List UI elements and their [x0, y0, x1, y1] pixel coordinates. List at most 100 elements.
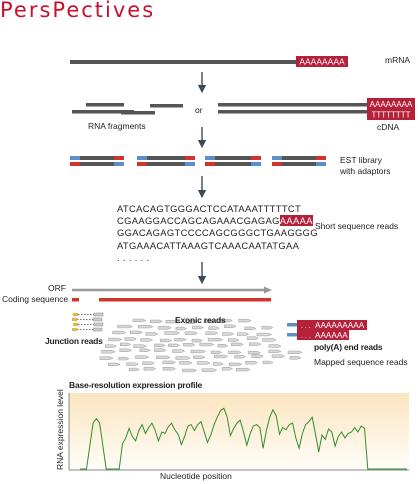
polya-end-read-2-prefix: . . .	[301, 333, 311, 340]
est-fragment-4	[272, 156, 326, 166]
seq-line-2-polya: AAAAA	[279, 215, 313, 227]
exonic-read	[126, 362, 140, 366]
exonic-read	[192, 325, 205, 330]
seq-line-4: ATGAAACATTAAAGTCAAACAATATGAA	[117, 239, 300, 251]
orf-arrowhead	[264, 286, 272, 294]
exonic-read	[165, 319, 181, 324]
cdna-duplex: AAAAAAAA TTTTTTTT	[218, 98, 415, 120]
mrna-polya-text: AAAAAAAA	[299, 57, 345, 67]
exonic-read	[248, 342, 262, 346]
exonic-read	[228, 362, 243, 367]
exonic-reads-label: Exonic reads	[175, 315, 226, 325]
exonic-read	[228, 350, 242, 355]
exonic-read	[193, 355, 206, 359]
exonic-read	[159, 338, 173, 343]
exonic-read	[236, 367, 251, 372]
exonic-read	[184, 331, 199, 335]
exonic-read	[247, 336, 260, 340]
est-fragment-3	[205, 156, 261, 166]
exonic-read	[183, 343, 196, 347]
exonic-read	[104, 344, 117, 348]
exonic-read	[124, 337, 137, 341]
exonic-read	[179, 361, 193, 365]
exonic-read	[217, 344, 229, 348]
exonic-read	[117, 324, 134, 329]
exonic-read	[154, 348, 167, 352]
exonic-read	[262, 338, 277, 342]
x-axis-label: Nucleotide position	[160, 471, 232, 481]
exonic-read	[222, 332, 235, 336]
exonic-read	[262, 360, 274, 365]
expression-trace	[80, 407, 407, 470]
exonic-read	[155, 355, 171, 360]
exonic-read	[287, 350, 303, 355]
coding-sequence-left	[72, 298, 79, 302]
page-header: PersPectives	[0, 0, 156, 22]
mrna-label: mRNA	[385, 55, 411, 65]
with-adaptors-label: with adaptors	[340, 166, 391, 176]
rna-fragments-label: RNA fragments	[88, 121, 146, 131]
exonic-read	[191, 338, 203, 343]
rna-fragments	[72, 103, 183, 115]
exonic-read	[238, 318, 252, 323]
exonic-read	[174, 337, 187, 342]
exonic-read	[271, 354, 286, 358]
exonic-read	[268, 344, 282, 348]
exonic-read	[145, 332, 159, 336]
short-sequence-reads: ATCACAGTGGGACTCCATAAATTTTTCT CGAAGGACCAG…	[117, 203, 318, 264]
exonic-read	[224, 324, 237, 328]
exonic-read	[199, 342, 215, 347]
exonic-read	[247, 350, 261, 355]
exonic-read	[164, 331, 180, 335]
seq-line-1: ATCACAGTGGGACTCCATAAATTTTTCT	[117, 203, 302, 214]
exonic-read	[112, 330, 127, 335]
junction-reads-label: Junction reads	[45, 336, 103, 346]
exonic-read	[261, 326, 274, 330]
exonic-read	[108, 337, 123, 342]
exonic-read	[140, 338, 154, 342]
polya-end-reads-label: poly(A) end reads	[314, 342, 383, 352]
exonic-reads-cloud	[99, 318, 303, 373]
seq-line-2: CGAAGGACCAGCAGAAACGAGAGAAAAA	[117, 215, 318, 227]
coding-sequence-label: Coding sequence	[2, 294, 69, 304]
est-fragment-1	[70, 156, 124, 166]
est-library-label: EST library	[340, 155, 382, 165]
exonic-read	[218, 318, 233, 323]
exonic-read	[135, 355, 150, 359]
exonic-read	[228, 338, 240, 342]
exonic-read	[190, 349, 207, 354]
exonic-read	[137, 324, 154, 329]
mapped-reads-label: Mapped sequence reads	[314, 357, 408, 367]
exonic-read	[132, 318, 147, 323]
short-reads-label: Short sequence reads	[315, 221, 399, 231]
exonic-read	[128, 367, 140, 372]
exonic-read	[162, 367, 177, 371]
exonic-read	[143, 367, 157, 371]
exonic-read	[108, 362, 121, 367]
exonic-read	[212, 362, 224, 366]
exonic-read	[120, 342, 132, 347]
profile-title: Base-resolution expression profile	[69, 380, 203, 390]
y-axis-label: RNA expression level	[55, 389, 65, 470]
exonic-read	[210, 350, 223, 355]
exonic-read	[231, 342, 244, 347]
exonic-read	[175, 356, 191, 360]
mrna-polya-tail	[296, 56, 348, 67]
polya-end-read-2: . . . AAAAAA	[287, 330, 349, 340]
exonic-read	[119, 348, 133, 352]
exonic-read	[118, 356, 130, 361]
polya-end-read-1: . . . AAAAAAAAA	[287, 320, 367, 330]
exonic-read	[162, 360, 177, 365]
exonic-read	[245, 361, 259, 365]
exonic-read	[205, 331, 219, 335]
exonic-read	[182, 368, 198, 373]
exonic-read	[168, 343, 181, 348]
exonic-read	[203, 319, 216, 324]
exonic-read	[221, 367, 234, 371]
exonic-read	[208, 326, 220, 330]
polya-end-read-1-prefix: . . .	[301, 323, 311, 330]
exonic-read	[175, 326, 188, 331]
exonic-read	[133, 344, 147, 348]
exonic-read	[139, 348, 151, 352]
